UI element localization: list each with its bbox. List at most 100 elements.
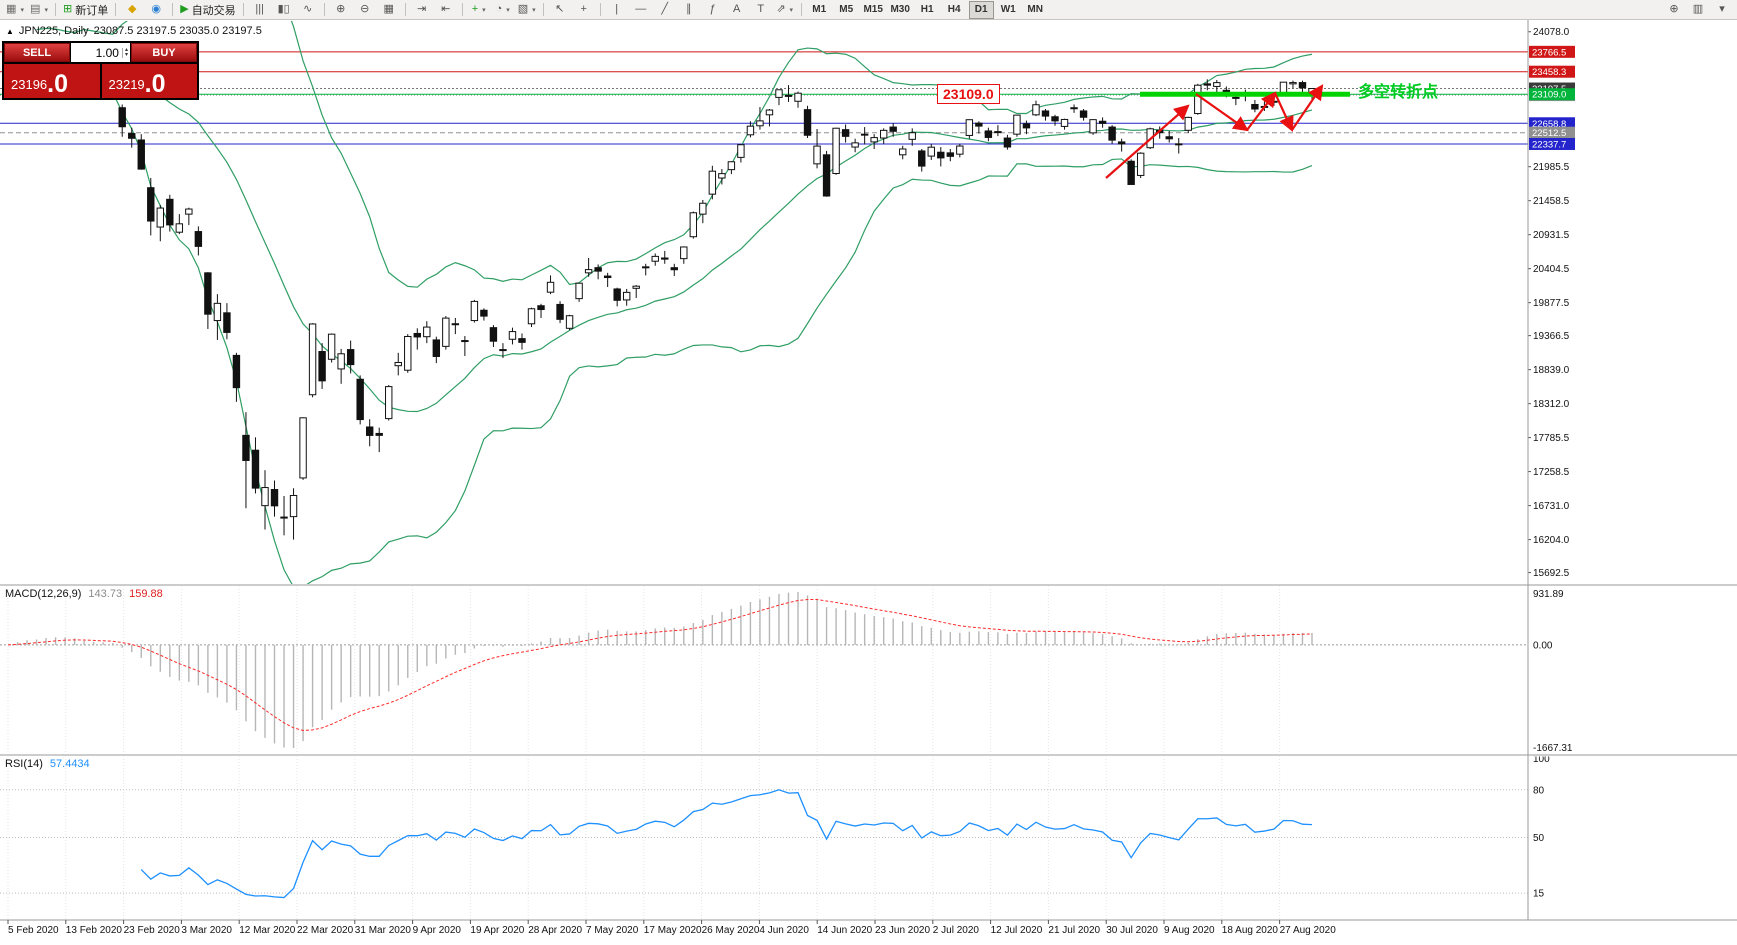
svg-text:20931.5: 20931.5 [1533, 230, 1570, 241]
line-chart-icon: ∿ [303, 3, 313, 15]
indicators-icon[interactable]: + ▾ [467, 1, 491, 18]
zoom-in-icon[interactable]: ⊕ [329, 1, 353, 18]
svg-text:18 Aug 2020: 18 Aug 2020 [1222, 925, 1279, 936]
svg-text:80: 80 [1533, 785, 1545, 796]
windows-icon[interactable]: ▥ [1686, 1, 1710, 18]
candlestick-icon: ▮▯ [277, 3, 290, 15]
line-chart-icon[interactable]: ∿ [296, 1, 320, 18]
dropdown-caret-icon[interactable]: ▾ [44, 6, 48, 14]
volume-down-icon[interactable]: ▾ [124, 51, 128, 58]
buy-price[interactable]: 23219 .0 [101, 64, 197, 98]
sell-price[interactable]: 23196 .0 [4, 64, 100, 98]
oct-collapse-icon[interactable]: ▲ [6, 26, 14, 36]
fibonacci-icon[interactable]: ƒ [701, 1, 725, 18]
toolbar-separator [242, 3, 244, 16]
price-callout[interactable]: 23109.0 [937, 84, 1000, 105]
svg-text:16204.0: 16204.0 [1533, 535, 1570, 546]
label-icon[interactable]: T [749, 1, 773, 18]
svg-text:30 Jul 2020: 30 Jul 2020 [1106, 925, 1158, 936]
svg-text:9 Aug 2020: 9 Aug 2020 [1164, 925, 1215, 936]
rsi-title: RSI(14) [5, 758, 43, 770]
svg-text:13 Feb 2020: 13 Feb 2020 [66, 925, 123, 936]
window-frames [0, 20, 1737, 922]
horizontal-line-icon[interactable]: — [629, 1, 653, 18]
text-icon[interactable]: A [725, 1, 749, 18]
svg-text:17258.5: 17258.5 [1533, 467, 1570, 478]
svg-text:50: 50 [1533, 833, 1545, 844]
buy-button[interactable]: BUY [131, 43, 197, 62]
vertical-line-icon[interactable]: | [605, 1, 629, 18]
svg-text:24078.0: 24078.0 [1533, 27, 1570, 38]
chart-shift-icon[interactable]: ⇤ [434, 1, 458, 18]
macd-title: MACD(12,26,9) [5, 588, 82, 600]
autoscroll-icon[interactable]: ⇥ [410, 1, 434, 18]
volume-up-icon[interactable]: ▴ [124, 46, 128, 53]
volume-value: 1.00 [95, 45, 119, 60]
svg-text:17785.5: 17785.5 [1533, 433, 1570, 444]
channel-icon[interactable]: ∥ [677, 1, 701, 18]
time-axis: 5 Feb 2020 13 Feb 2020 23 Feb 2020 3 Mar 20… [7, 920, 1336, 936]
timeframe-m30[interactable]: M30 [890, 4, 910, 15]
candlestick-series [4, 44, 1316, 540]
timeframe-d1[interactable]: D1 [968, 0, 994, 19]
label-icon: T [757, 3, 765, 15]
toolbar-more-icon: ▾ [1719, 3, 1725, 15]
timeframe-h1[interactable]: H1 [920, 4, 934, 15]
toolbar-separator [542, 3, 544, 16]
svg-text:19 Apr 2020: 19 Apr 2020 [470, 925, 524, 936]
timeframe-m1[interactable]: M1 [812, 4, 827, 15]
sell-button[interactable]: SELL [4, 43, 70, 62]
templates-icon[interactable]: ▧ ▾ [515, 1, 539, 18]
metaeditor-icon[interactable]: ◆ [120, 1, 144, 18]
crosshair-icon: + [580, 3, 587, 15]
candlestick-icon[interactable]: ▮▯ [272, 1, 296, 18]
timeframe-mn[interactable]: MN [1027, 4, 1043, 15]
autotrade-button[interactable]: ▶ 自动交易 [177, 1, 238, 18]
macd-pane: 931.89 0.00 -1667.31 [0, 586, 1573, 919]
tile-windows-icon[interactable]: ▦ [377, 1, 401, 18]
turning-point-label[interactable]: 多空转折点 [1358, 84, 1439, 102]
cursor-icon[interactable]: ↖ [548, 1, 572, 18]
timeframe-w1[interactable]: W1 [1000, 4, 1016, 15]
new-order-button[interactable]: ⊞ 新订单 [60, 1, 111, 18]
new-order-button: ⊞ [63, 3, 73, 15]
periods-icon[interactable]: ◔ ▾ [491, 1, 515, 18]
profiles-icon[interactable]: ▤ ▾ [27, 1, 51, 18]
crosshair-icon[interactable]: + [572, 1, 596, 18]
trend-arrows[interactable] [1105, 84, 1350, 179]
bar-chart-icon[interactable]: ||| [248, 1, 272, 18]
volume-field[interactable]: 1.00 ▴ ▾ [71, 43, 130, 62]
dropdown-caret-icon[interactable]: ▾ [532, 6, 536, 14]
arrows-icon[interactable]: ⇗ ▾ [773, 1, 797, 18]
dropdown-caret-icon[interactable]: ▾ [506, 6, 510, 14]
svg-text:22512.5: 22512.5 [1532, 128, 1566, 139]
svg-text:3 Mar 2020: 3 Mar 2020 [181, 925, 232, 936]
toolbar-more-icon[interactable]: ▾ [1710, 1, 1734, 18]
symbol-name: JPN225, Daily [18, 25, 89, 37]
toolbar-separator [115, 3, 117, 16]
svg-text:21 Jul 2020: 21 Jul 2020 [1048, 925, 1100, 936]
trendline-icon[interactable]: ╱ [653, 1, 677, 18]
zoom-out-icon[interactable]: ⊖ [353, 1, 377, 18]
svg-text:931.89: 931.89 [1533, 589, 1564, 600]
dropdown-caret-icon[interactable]: ▾ [789, 6, 794, 14]
rsi-line [140, 789, 1313, 899]
macd-signal-value: 159.88 [129, 588, 163, 600]
zoom-in-icon: ⊕ [336, 3, 346, 15]
symbol-ohlc: 23087.5 23197.5 23035.0 23197.5 [93, 25, 262, 37]
timeframe-h4[interactable]: H4 [947, 4, 961, 15]
svg-text:5 Feb 2020: 5 Feb 2020 [8, 925, 59, 936]
new-chart-icon[interactable]: ▦ ▾ [3, 1, 27, 18]
svg-text:-1667.31: -1667.31 [1533, 743, 1573, 754]
dropdown-caret-icon[interactable]: ▾ [20, 6, 24, 14]
cursor-icon: ↖ [555, 3, 565, 15]
timeframe-m5[interactable]: M5 [839, 4, 854, 15]
community-icon[interactable]: ◉ [144, 1, 168, 18]
timeframe-m15[interactable]: M15 [863, 4, 883, 15]
level-lines [0, 51, 1528, 145]
dropdown-caret-icon[interactable]: ▾ [482, 6, 486, 14]
toolbar-separator [461, 3, 463, 16]
macd-signal-line [7, 598, 1313, 732]
magnifier-icon[interactable]: ⊕ [1662, 1, 1686, 18]
